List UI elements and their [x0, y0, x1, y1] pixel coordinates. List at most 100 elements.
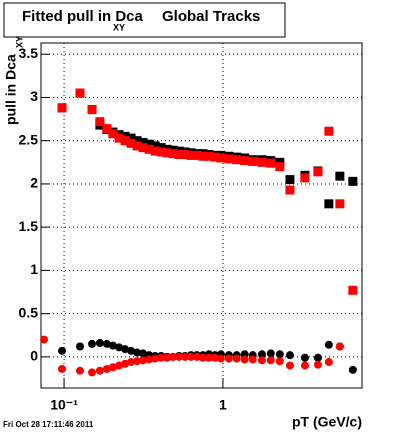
title-subscript: XY — [113, 22, 125, 32]
data-point — [210, 353, 219, 362]
data-point — [232, 354, 241, 363]
data-point — [257, 356, 266, 365]
data-point — [266, 158, 276, 168]
data-point — [127, 346, 136, 355]
data-point — [121, 345, 130, 354]
data-point — [139, 356, 148, 365]
data-point — [144, 144, 154, 154]
data-point — [138, 137, 148, 147]
data-point — [285, 361, 294, 370]
data-point — [300, 361, 309, 370]
data-point — [150, 141, 160, 151]
data-point — [102, 339, 111, 348]
data-point — [275, 357, 284, 366]
data-point — [313, 360, 322, 369]
data-point — [144, 139, 154, 149]
data-point — [204, 151, 214, 161]
data-point — [324, 358, 333, 367]
data-point — [127, 358, 136, 367]
data-point — [133, 357, 142, 366]
data-point — [76, 342, 85, 351]
data-point — [126, 133, 136, 143]
data-point — [175, 352, 184, 361]
y-axis-label: pull in Dca — [3, 54, 19, 125]
y-tick-label: 3.5 — [19, 45, 39, 61]
data-point — [348, 176, 358, 186]
data-point — [180, 150, 190, 160]
data-point — [266, 356, 275, 365]
data-point — [132, 136, 142, 146]
data-point — [266, 349, 275, 358]
data-point — [224, 154, 234, 164]
data-point — [257, 350, 266, 359]
y-tick-label: 0 — [30, 348, 38, 364]
data-point — [285, 351, 294, 360]
data-point — [95, 339, 104, 348]
data-point — [132, 141, 142, 151]
data-point — [168, 149, 178, 159]
data-point — [210, 152, 220, 162]
data-point — [150, 146, 160, 156]
data-point — [151, 354, 160, 363]
y-tick-label: 1 — [30, 261, 38, 277]
data-point — [240, 355, 249, 364]
data-point — [156, 147, 166, 157]
data-point — [257, 157, 267, 167]
data-point — [313, 353, 322, 362]
data-point — [102, 364, 111, 373]
data-point — [88, 339, 97, 348]
data-point — [216, 354, 225, 363]
data-point — [313, 167, 323, 177]
data-point — [163, 353, 172, 362]
data-point — [95, 366, 104, 375]
x-tick-label: 10⁻¹ — [50, 397, 78, 413]
data-point — [108, 129, 118, 139]
data-point — [285, 175, 295, 185]
data-point — [133, 348, 142, 357]
data-point — [145, 355, 154, 364]
y-tick-label: 2.5 — [19, 131, 39, 147]
data-point — [348, 365, 357, 374]
y-tick-label: 2 — [30, 175, 38, 191]
data-point — [186, 150, 196, 160]
data-point — [169, 352, 178, 361]
data-point — [324, 199, 334, 209]
data-point — [181, 352, 190, 361]
data-point — [114, 133, 124, 143]
data-point — [58, 346, 67, 355]
data-point — [121, 359, 130, 368]
data-point — [300, 353, 309, 362]
data-point — [120, 136, 130, 146]
data-point — [108, 363, 117, 372]
title-box — [3, 2, 286, 38]
data-point — [88, 368, 97, 377]
data-point — [139, 349, 148, 358]
data-point — [95, 117, 105, 127]
chart-title: Fitted pull in Dca — [22, 8, 143, 25]
data-point — [275, 162, 285, 172]
data-point — [248, 355, 257, 364]
data-point — [224, 354, 233, 363]
data-point — [75, 88, 85, 98]
data-point — [174, 150, 184, 160]
data-point — [275, 350, 284, 359]
data-point — [192, 150, 202, 160]
data-point — [58, 364, 67, 373]
y-tick-label: 1.5 — [19, 218, 39, 234]
data-point — [335, 199, 345, 209]
data-point — [102, 124, 112, 134]
y-axis-label-subscript: XY — [14, 36, 24, 48]
data-point — [57, 103, 67, 113]
data-point — [198, 151, 208, 161]
data-point — [186, 352, 195, 361]
data-point — [232, 155, 242, 165]
data-point — [157, 353, 166, 362]
data-point — [335, 342, 344, 351]
data-point — [216, 153, 226, 163]
data-point — [76, 366, 85, 375]
data-point — [87, 105, 97, 115]
data-point — [192, 352, 201, 361]
title-suffix: Global Tracks — [162, 8, 260, 25]
data-point — [300, 173, 310, 183]
